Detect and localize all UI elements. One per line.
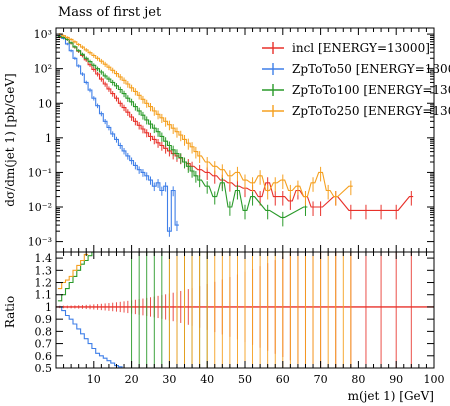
legend-entry-2: ZpToTo100 [ENERGY=13000]: [292, 83, 450, 97]
x-tick-label: 90: [389, 373, 403, 386]
x-tick-label: 70: [314, 373, 328, 386]
ratio-series-line-2: [57, 253, 89, 290]
legend-entry-3: ZpToTo250 [ENERGY=13000]: [292, 104, 450, 118]
ratio-series-line-1: [57, 252, 96, 302]
ratio-y-tick-label: 0.6: [35, 350, 53, 363]
ratio-y-tick-label: 1.3: [35, 264, 53, 277]
x-tick-label: 30: [162, 373, 176, 386]
ratio-y-tick-label: 1.2: [35, 277, 53, 290]
ratio-panel-series: [56, 252, 434, 368]
legend-entry-1: ZpToTo50 [ENERGY=13000]: [292, 62, 450, 76]
ratio-y-tick-label: 1.4: [35, 252, 53, 265]
legend-entry-0: incl [ENERGY=13000]: [292, 41, 430, 55]
main-y-tick-label: 10²: [34, 63, 52, 76]
x-tick-label: 20: [125, 373, 139, 386]
main-panel-series: [57, 33, 414, 237]
ratio-y-tick-label: 1: [45, 301, 52, 314]
x-tick-label: 100: [424, 373, 445, 386]
x-tick-label: 40: [200, 373, 214, 386]
ratio-series-line-0: [57, 306, 126, 368]
main-y-tick-label: 10⁻³: [28, 236, 52, 249]
series-line-0: [57, 36, 414, 211]
x-tick-label: 60: [276, 373, 290, 386]
series-line-1: [57, 35, 179, 232]
main-y-tick-label: 10⁻¹: [28, 166, 52, 179]
ratio-y-tick-label: 0.5: [35, 362, 53, 375]
ratio-y-tick-label: 0.8: [35, 325, 53, 338]
main-y-tick-label: 10: [38, 97, 52, 110]
ratio-y-tick-label: 1.1: [35, 289, 53, 302]
ratio-y-tick-label: 0.9: [35, 313, 53, 326]
x-tick-label: 50: [238, 373, 252, 386]
ratio-y-axis-label: Ratio: [3, 296, 17, 328]
x-tick-label: 80: [351, 373, 365, 386]
x-axis-label: m(jet 1) [GeV]: [348, 389, 434, 403]
main-y-tick-label: 10⁻²: [28, 201, 52, 214]
ratio-y-tick-label: 0.7: [35, 338, 53, 351]
chart-title: Mass of first jet: [58, 5, 162, 20]
main-y-axis-label: dσ/dm(jet 1) [pb/GeV]: [3, 73, 17, 206]
legend: incl [ENERGY=13000] ZpToTo50 [ENERGY=1300…: [262, 41, 450, 118]
series-line-2: [57, 35, 308, 218]
main-y-tick-label: 1: [45, 132, 52, 145]
main-y-tick-label: 10³: [34, 28, 52, 41]
x-tick-label: 10: [87, 373, 101, 386]
